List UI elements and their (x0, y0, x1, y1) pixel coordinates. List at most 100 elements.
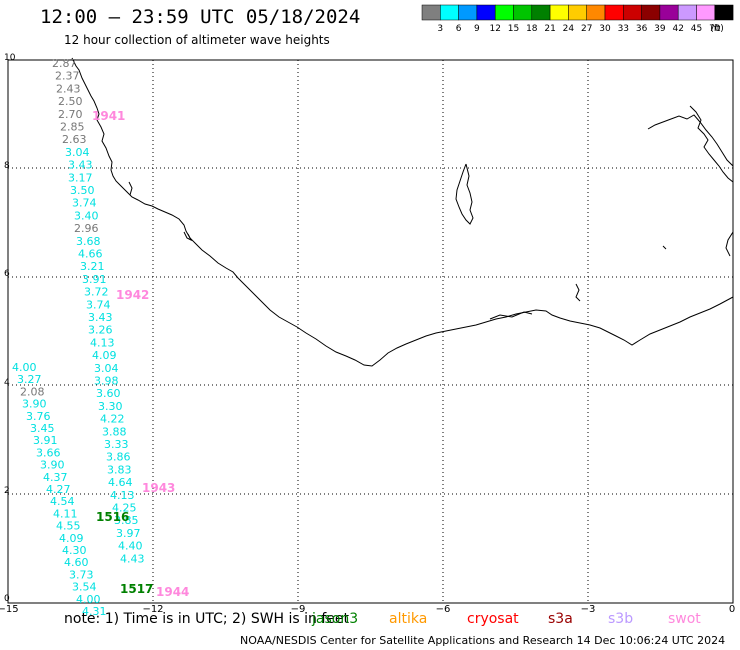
ne-coast-3 (725, 231, 734, 257)
legend-label: 42 (672, 24, 683, 34)
page-subtitle: 12 hour collection of altimeter wave hei… (64, 33, 330, 47)
wave-height-label: 2.70 (58, 108, 83, 121)
legend-swatch (494, 4, 514, 21)
pass-time-label: 1516 (96, 510, 129, 524)
wave-height-label: 3.66 (36, 446, 61, 459)
wave-height-label: 3.98 (94, 375, 119, 388)
legend-swatch (677, 4, 697, 21)
legend-label: 30 (599, 24, 611, 34)
legend-swatch (421, 4, 441, 21)
x-tick: 0 (729, 604, 735, 615)
pass-time-labels: 1941 1942 1943 1944 1516 1517 (92, 109, 189, 599)
wave-height-label: 3.54 (72, 581, 97, 594)
altimeter-track-b: 4.003.272.083.903.763.453.913.663.904.37… (12, 361, 107, 618)
wave-height-label: 4.55 (56, 520, 81, 533)
pass-time-label: 1942 (116, 288, 149, 302)
pass-time-label: 1517 (120, 582, 153, 596)
wave-height-label: 4.13 (90, 336, 115, 349)
sat-s3b: s3b (608, 611, 634, 627)
map-grid (8, 60, 733, 603)
legend-label: 6 (456, 24, 462, 34)
wave-height-label: 3.26 (88, 324, 113, 337)
map-frame (7, 59, 734, 604)
y-tick: 4 (4, 378, 10, 388)
wave-height-label: 3.45 (30, 422, 55, 435)
y-tick: 6 (4, 269, 10, 279)
wave-height-label: 3.97 (116, 527, 141, 540)
sat-swot: swot (668, 611, 701, 627)
x-tick: −15 (0, 604, 19, 615)
legend-label: 12 (489, 24, 500, 34)
wave-height-label: 4.27 (46, 483, 71, 496)
wave-height-label: 3.33 (104, 438, 129, 451)
wave-height-label: 3.21 (80, 260, 105, 273)
pass-time-label: 1944 (156, 585, 189, 599)
wave-height-label: 4.40 (118, 540, 143, 553)
legend-label: 9 (474, 24, 480, 34)
wave-height-label: 3.90 (40, 459, 65, 472)
x-tick: −9 (291, 604, 306, 615)
legend-label: 70 (709, 24, 721, 34)
island-peninsula (455, 163, 474, 225)
sat-s3a: s3a (548, 611, 573, 627)
legend-swatch (531, 4, 551, 21)
wave-height-label: 3.68 (76, 235, 101, 248)
wave-height-label: 3.50 (70, 184, 95, 197)
legend-label: 24 (563, 24, 575, 34)
y-tick: 0 (4, 594, 10, 604)
legend-label: 45 (691, 24, 702, 34)
legend-swatch (440, 4, 459, 21)
legend-label: 15 (508, 24, 519, 34)
coastline (71, 57, 734, 367)
wave-height-label: 3.91 (33, 434, 58, 447)
wave-height-label: 3.30 (98, 400, 123, 413)
page-title: 12:00 – 23:59 UTC 05/18/2024 (40, 6, 361, 28)
legend-label: 21 (544, 24, 555, 34)
wave-height-label: 2.85 (60, 121, 85, 134)
legend-label: 33 (618, 24, 629, 34)
legend-swatch (476, 4, 496, 21)
inlet-2 (183, 231, 193, 242)
sat-altika: altika (389, 611, 428, 627)
legend-swatch (714, 4, 734, 21)
wave-height-label: 3.76 (26, 410, 51, 423)
wave-height-label: 3.40 (74, 209, 99, 222)
wave-height-label: 3.04 (65, 146, 90, 159)
legend-label: 3 (437, 24, 443, 34)
wave-height-label: 2.08 (20, 385, 45, 398)
wave-height-label: 3.17 (68, 171, 93, 184)
altimeter-track-a: 2.872.372.432.502.702.852.633.043.433.17… (52, 57, 145, 565)
pass-time-label: 1943 (142, 481, 175, 495)
sat-jason3: jason3 (312, 611, 359, 627)
wave-height-label: 3.72 (84, 286, 109, 299)
small-island (662, 245, 667, 250)
legend-label: 27 (581, 24, 592, 34)
legend-unit: (ft) (710, 24, 724, 34)
wave-height-legend: 3 6 9 12 15 18 21 24 27 30 33 36 39 42 45 70(ft) (421, 4, 734, 34)
footer-credit: NOAA/NESDIS Center for Satellite Applica… (240, 634, 726, 647)
wave-height-label: 3.86 (106, 451, 131, 464)
wave-height-label: 4.43 (120, 552, 145, 565)
wave-height-label: 2.87 (52, 57, 77, 70)
wave-height-label: 4.00 (12, 361, 37, 374)
wave-height-label: 4.00 (76, 593, 101, 606)
legend-label: 36 (636, 24, 648, 34)
legend-swatch (696, 4, 716, 21)
legend-swatch (623, 4, 642, 21)
ne-coast-2 (689, 105, 734, 183)
legend-label: 39 (654, 24, 666, 34)
x-tick: −6 (436, 604, 451, 615)
wave-height-label: 3.27 (17, 373, 42, 386)
wave-height-label: 3.60 (96, 387, 121, 400)
inlet-3 (489, 311, 533, 320)
ne-coast-1 (647, 114, 734, 167)
wave-height-label: 4.22 (100, 413, 125, 426)
wave-height-label: 2.96 (74, 222, 99, 235)
y-tick: 10 (4, 53, 16, 63)
inlet-1 (128, 181, 133, 196)
x-axis: −15 −12 −9 −6 −3 0 (0, 604, 735, 615)
pass-time-label: 1941 (92, 109, 125, 123)
wave-height-label: 3.85 (114, 514, 139, 527)
wave-height-label: 4.54 (50, 495, 75, 508)
wave-height-label: 3.43 (68, 159, 93, 172)
